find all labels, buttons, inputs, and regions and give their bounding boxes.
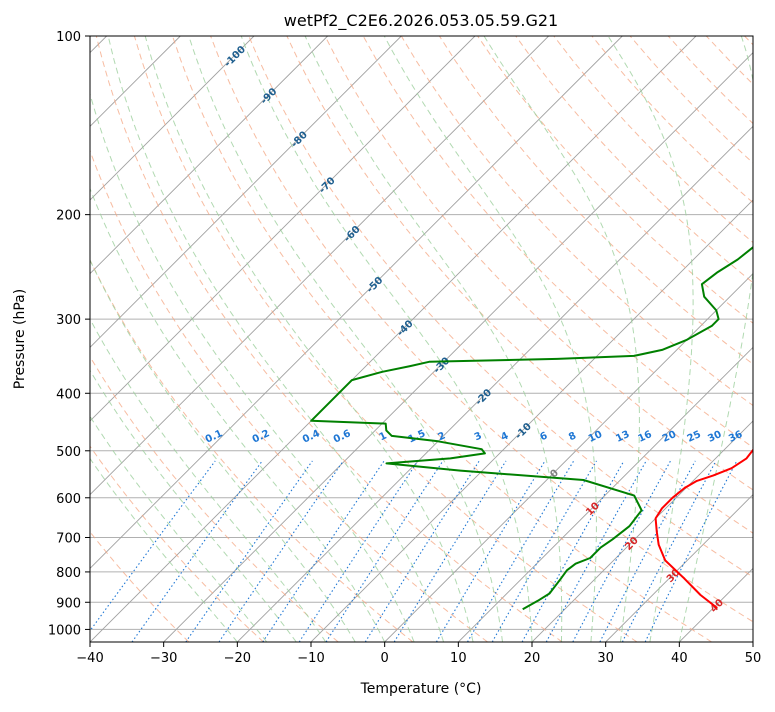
x-axis-label: Temperature (°C)	[360, 681, 482, 697]
y-tick-label: 400	[56, 387, 81, 402]
y-tick-label: 1000	[48, 623, 81, 638]
x-tick-label: −20	[224, 651, 251, 666]
x-tick-label: 10	[450, 651, 467, 666]
x-tick-label: 20	[524, 651, 541, 666]
y-tick-label: 600	[56, 492, 81, 507]
x-tick-label: 40	[671, 651, 688, 666]
y-axis-label: Pressure (hPa)	[12, 289, 28, 389]
y-tick-label: 500	[56, 445, 81, 460]
x-tick-label: 50	[745, 651, 762, 666]
y-tick-label: 300	[56, 313, 81, 328]
x-tick-label: −30	[150, 651, 177, 666]
y-tick-label: 900	[56, 596, 81, 611]
y-tick-label: 200	[56, 209, 81, 224]
x-tick-label: 0	[381, 651, 389, 666]
y-tick-label: 800	[56, 566, 81, 581]
y-tick-label: 700	[56, 532, 81, 547]
y-tick-label: 100	[56, 30, 81, 45]
x-tick-label: −40	[76, 651, 103, 666]
chart-title: wetPf2_C2E6.2026.053.05.59.G21	[284, 11, 558, 31]
x-tick-label: −10	[297, 651, 324, 666]
x-tick-label: 30	[597, 651, 614, 666]
